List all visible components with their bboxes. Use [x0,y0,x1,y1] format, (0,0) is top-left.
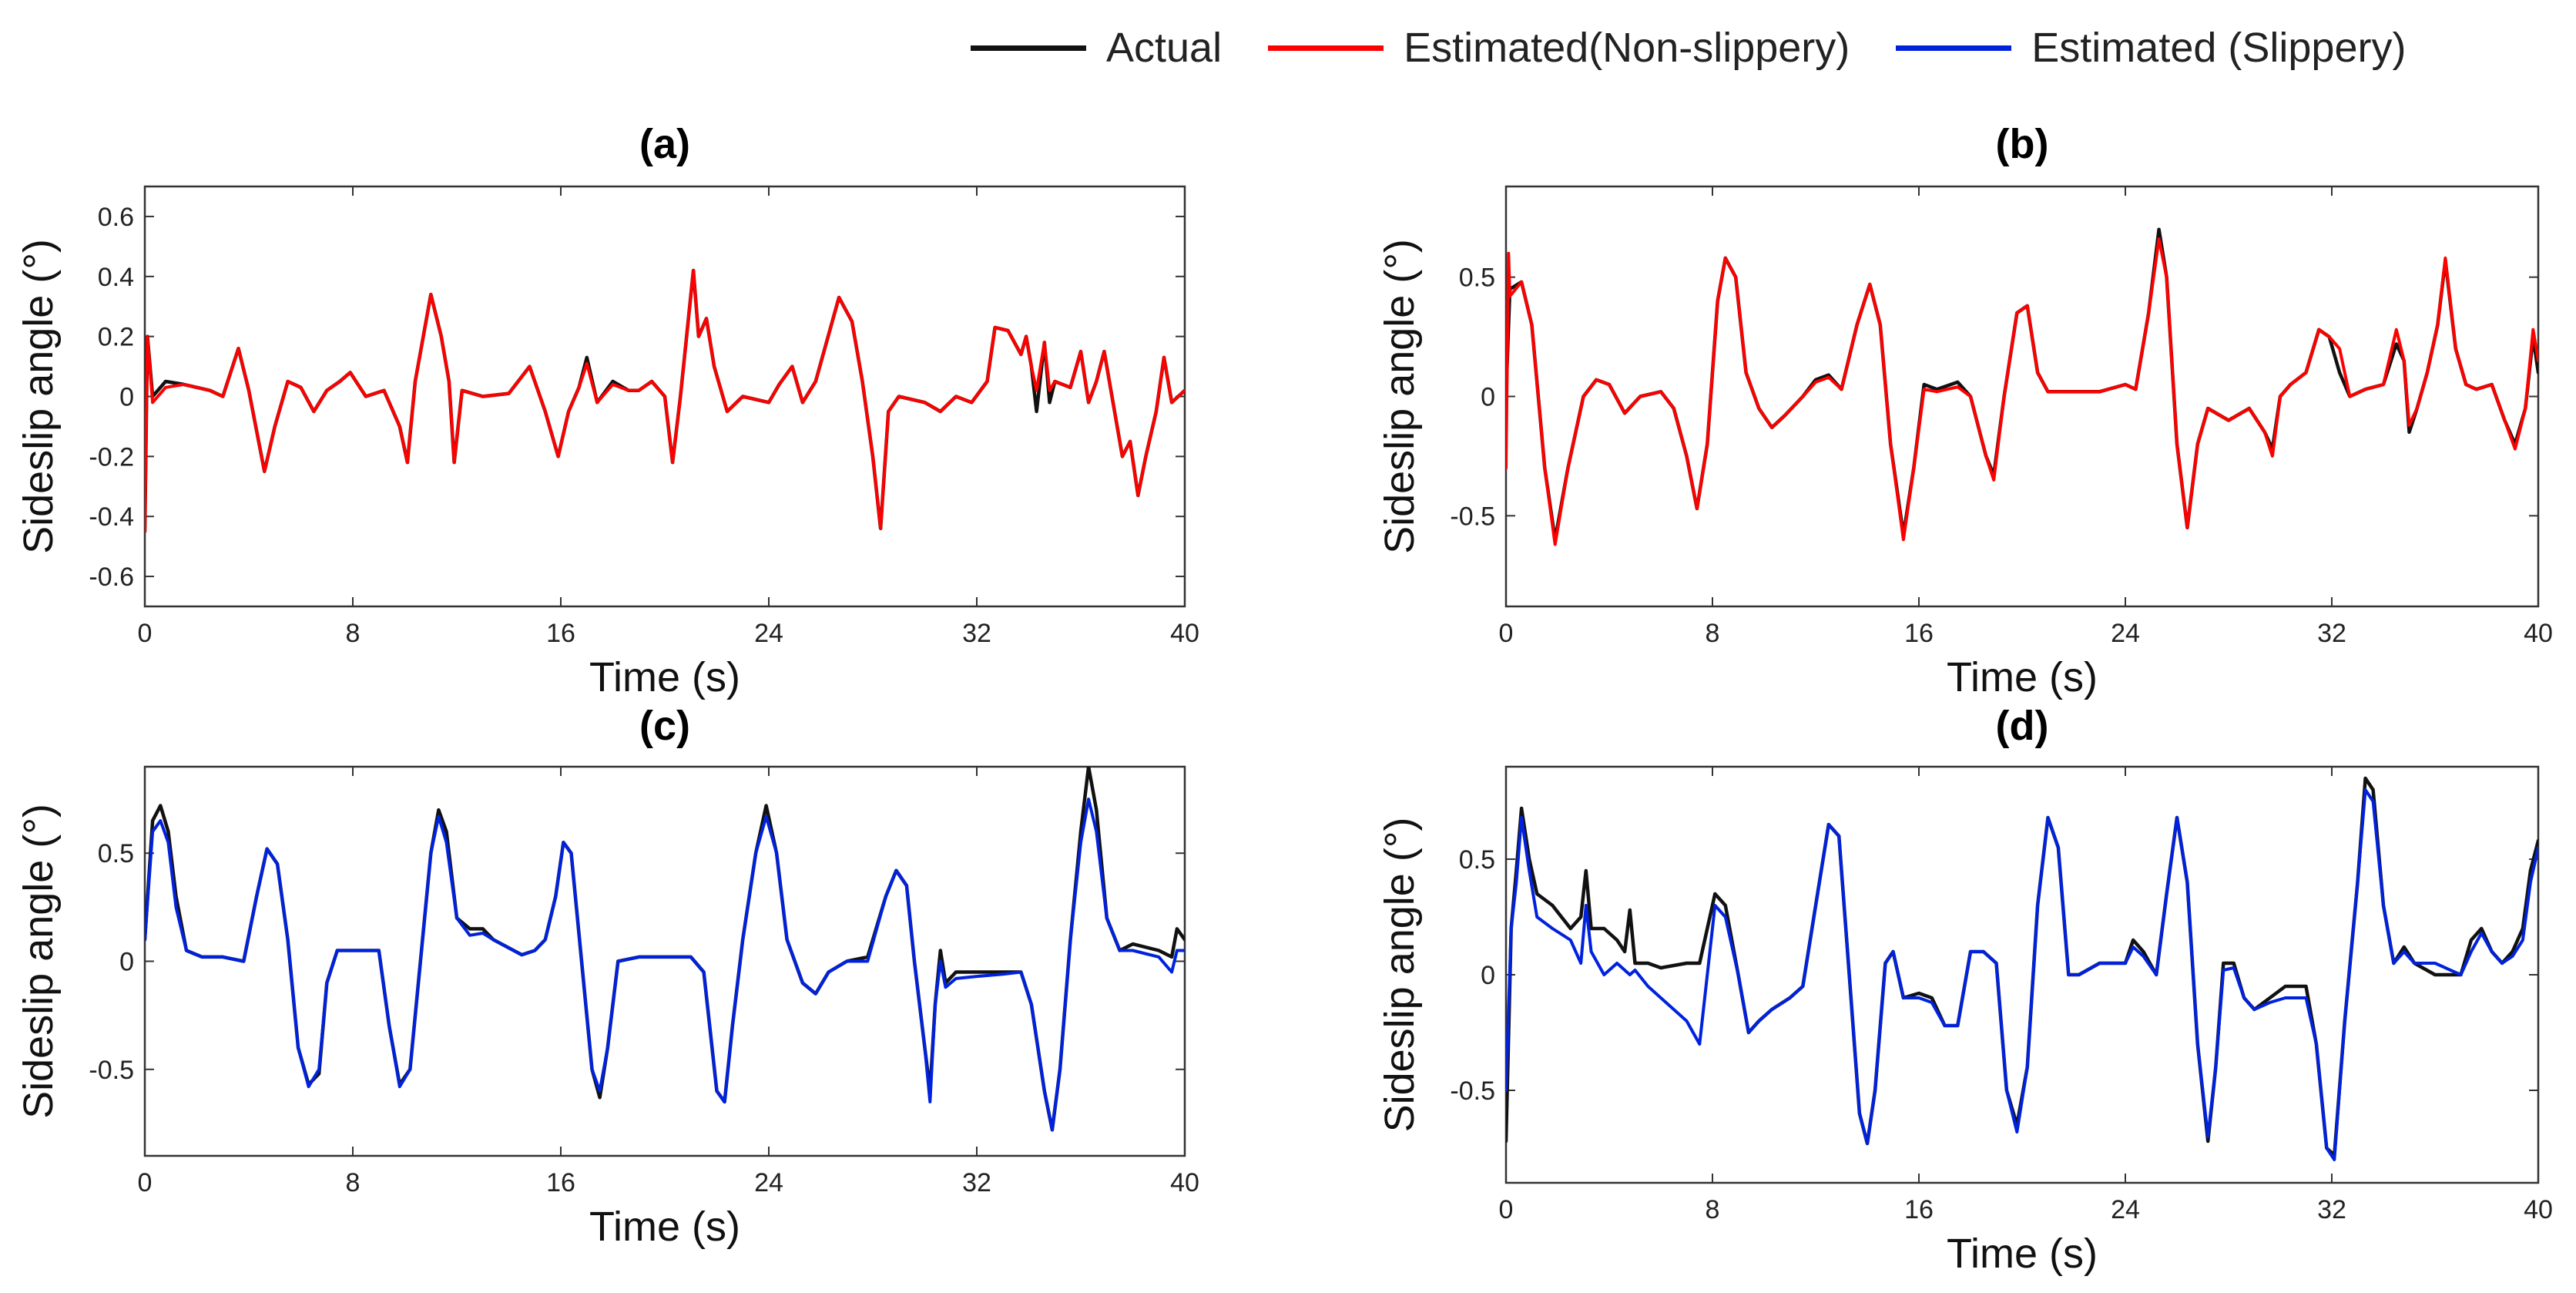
x-tick-label: 32 [962,619,991,648]
plot-frame [1504,765,2540,1184]
series-line-estimated [145,798,1185,1132]
panel-title: (c) [639,703,690,749]
panel-b: (b) 0 8 16 24 32 40 -0.5 0 0.5 Time (s) Sideslip an… [1377,121,2553,700]
panel-title: (d) [1996,703,2049,749]
series-group [1506,776,2538,1161]
y-axis-label: Sideslip angle (°) [15,804,62,1119]
y-tick-label: 0 [119,948,134,977]
y-tick-label: 0.4 [98,263,134,292]
y-tick-label: 0.2 [98,323,134,352]
x-tick-label: 0 [138,619,153,648]
x-axis-label: Time (s) [589,654,740,700]
y-tick-label: -0.5 [89,1056,134,1085]
y-tick-label: 0 [1481,961,1495,990]
series-group [145,268,1185,533]
x-tick-label: 0 [1499,1195,1514,1224]
legend-item-non-slippery: Estimated(Non-slippery) [1268,24,1850,72]
x-tick-label: 8 [1706,1195,1720,1224]
y-tick-label: -0.2 [89,442,134,472]
legend-label-non-slippery: Estimated(Non-slippery) [1404,25,1850,71]
x-tick-label: 40 [2524,1195,2553,1224]
y-axis-label: Sideslip angle (°) [1377,818,1423,1133]
x-tick-label: 40 [2524,619,2553,648]
y-tick-label: -0.5 [1450,502,1495,531]
x-tick-label: 32 [2317,619,2346,648]
y-tick-label: -0.5 [1450,1076,1495,1106]
x-tick-label: 8 [1706,619,1720,648]
plot-frame [143,765,1186,1157]
x-tick-label: 32 [962,1168,991,1197]
panel-d: (d) 0 8 16 24 32 40 -0.5 0 0.5 Time (s) Sideslip an… [1377,703,2553,1277]
x-axis-label: Time (s) [589,1204,740,1250]
y-tick-label: 0 [1481,383,1495,412]
series-line-estimated [145,269,1185,533]
y-axis-label: Sideslip angle (°) [15,239,62,554]
x-tick-label: 0 [1499,619,1514,648]
legend-swatch-slippery [1896,45,2012,51]
series-line-estimated [1506,237,2538,546]
y-tick-label: -0.4 [89,502,134,532]
legend-label-actual: Actual [1106,25,1223,71]
legend: Actual Estimated(Non-slippery) Estimated… [971,17,2452,79]
x-tick-label: 24 [2111,1195,2140,1224]
x-tick-label: 16 [546,1168,575,1197]
x-tick-label: 16 [546,619,575,648]
legend-swatch-non-slippery [1268,45,1384,51]
y-tick-label: 0.6 [98,203,134,232]
legend-swatch-actual [971,45,1086,51]
x-axis-label: Time (s) [1947,1231,2098,1277]
x-tick-label: 8 [346,1168,361,1197]
panel-a: (a) 0 8 16 24 32 40 -0.6 -0.4 -0.2 0 0.2 0.4 0.6 Time … [15,121,1199,700]
legend-item-actual: Actual [971,24,1222,72]
x-axis-label: Time (s) [1947,654,2098,700]
legend-item-slippery: Estimated (Slippery) [1896,24,2406,72]
x-tick-label: 40 [1170,619,1199,648]
x-tick-label: 8 [346,619,361,648]
y-tick-label: 0.5 [1459,845,1495,875]
x-tick-label: 40 [1170,1168,1199,1197]
y-tick-label: 0.5 [1459,264,1495,293]
x-tick-label: 0 [138,1168,153,1197]
y-tick-label: 0 [119,383,134,412]
legend-label-slippery: Estimated (Slippery) [2031,25,2407,71]
x-tick-label: 24 [754,619,783,648]
x-tick-label: 24 [754,1168,783,1197]
panel-title: (a) [639,121,690,167]
x-tick-label: 32 [2317,1195,2346,1224]
x-tick-label: 16 [1904,1195,1934,1224]
series-line-estimated [1506,788,2538,1161]
panel-c: (c) 0 8 16 24 32 40 -0.5 0 0.5 Time (s) Sideslip an… [15,703,1199,1250]
x-tick-label: 24 [2111,619,2140,648]
y-axis-label: Sideslip angle (°) [1377,239,1423,554]
y-tick-label: 0.5 [98,839,134,868]
series-group [145,767,1185,1132]
x-tick-label: 16 [1904,619,1934,648]
series-line-actual [145,767,1185,1132]
panel-title: (b) [1996,121,2049,167]
plot-frame [1504,185,2540,608]
y-tick-label: -0.6 [89,563,134,592]
series-group [1506,227,2538,546]
